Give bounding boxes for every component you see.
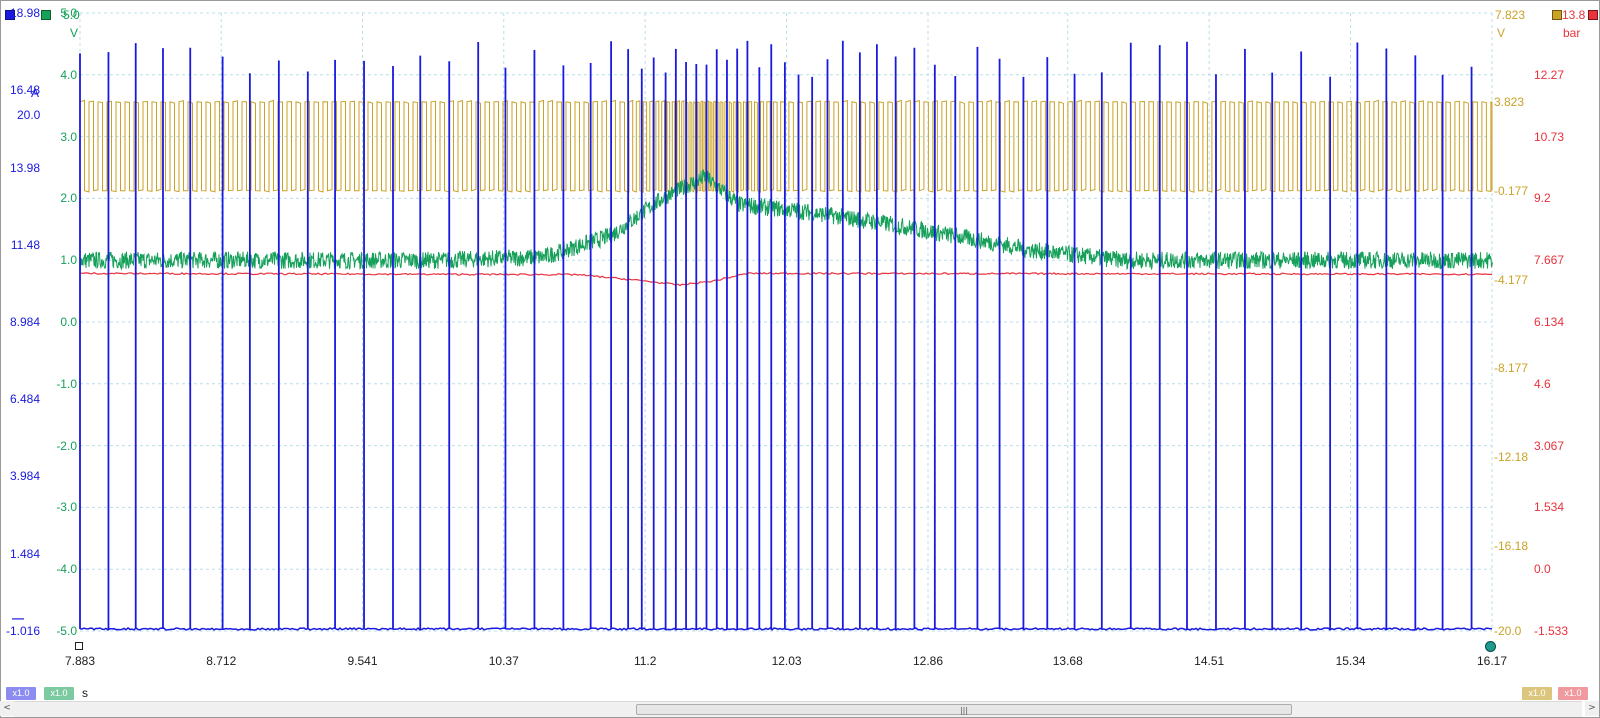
x-tick-label: 16.17 [1476,654,1508,668]
grid [79,12,1493,632]
blue-axis-tick-label: 13.98 [9,160,40,175]
red-axis-tick-label: 1.534 [1534,500,1565,515]
x-tick-label: 14.51 [1194,654,1225,668]
gold-axis-tick-label: -8.177 [1494,361,1529,376]
gold-channel-marker[interactable] [1552,10,1562,20]
horizontal-scrollbar[interactable]: ||| [14,701,1582,717]
red-axis-tick-label: 3.067 [1534,438,1565,453]
blue-series-baseline [79,626,1492,631]
gold-axis-tick-label: -4.177 [1494,272,1529,287]
red-channel-marker[interactable] [1588,10,1598,20]
x-tick-label: 13.68 [1052,654,1083,668]
green-axis-tick-label: -1.0 [56,376,77,391]
plot-area[interactable] [0,0,1600,700]
blue-unit-label: A [31,86,40,100]
x-tick-label: 12.03 [771,654,802,668]
blue-axis-tick-label: 16.48 [9,83,40,98]
blue-axis-tick-label: 6.484 [9,392,40,407]
red-top-value: 13.8 [1562,8,1586,22]
gold-top-value: 7.823 [1495,8,1526,22]
green-scale-badge[interactable]: x1.0 [44,687,74,700]
green-axis-tick-label: -4.0 [56,562,77,577]
x-tick-label: 15.34 [1335,654,1366,668]
green-axis-tick-label: 0.0 [60,315,77,329]
scroll-right-arrow[interactable]: > [1585,701,1599,716]
red-axis-tick-label: -1.533 [1534,624,1569,638]
left-time-cursor[interactable] [75,642,83,650]
blue-axis-tick-label: 3.984 [9,469,40,484]
gold-axis-tick-label: -0.177 [1494,183,1529,198]
green-axis-tick-label: 1.0 [60,253,77,268]
gold-axis-tick-label: -16.18 [1494,539,1529,554]
green-unit-label: V [70,26,79,40]
x-tick-label: 11.2 [633,654,657,668]
red-unit-label: bar [1563,26,1581,40]
x-unit-label: s [82,686,88,700]
blue-axis-tick-label: -1.016 [5,624,40,638]
red-axis-tick-label: 0.0 [1534,562,1551,577]
blue-axis-tick-label: 18.98 [9,6,40,20]
green-axis-tick-label: 4.0 [60,67,77,82]
red-axis-tick-label: 10.73 [1534,129,1565,144]
red-series-line [79,271,1493,287]
green-axis-tick-label: -2.0 [56,438,77,453]
green-top-value: 5.0 [63,8,80,22]
red-axis-tick-label: 9.2 [1534,191,1551,206]
red-axis-tick-label: 4.6 [1534,376,1551,391]
green-series-line [79,169,1493,271]
gold-axis-tick-label: -20.0 [1494,624,1522,638]
blue-channel-marker[interactable] [5,10,15,20]
scrollbar-thumb[interactable]: ||| [636,704,1292,715]
gold-unit-label: V [1497,26,1506,40]
red-axis-tick-label: 6.134 [1534,314,1565,329]
right-time-cursor[interactable] [1485,641,1496,652]
red-axis-tick-label: 12.27 [1534,67,1565,82]
green-channel-marker[interactable] [41,10,51,20]
green-axis-tick-label: 2.0 [60,191,77,206]
x-tick-label: 12.86 [913,654,944,668]
blue-top-value: 20.0 [17,108,41,122]
red-axis-tick-label: 7.667 [1534,253,1565,268]
x-tick-label: 10.37 [488,654,519,668]
green-axis-tick-label: -5.0 [56,624,77,638]
blue-axis-tick-label: 8.984 [9,314,40,329]
cursor-line-marker[interactable]: — [12,611,24,625]
x-tick-label: 8.712 [206,654,237,668]
blue-axis-tick-label: 1.484 [9,546,40,561]
blue-scale-badge[interactable]: x1.0 [6,687,36,700]
gold-axis-tick-label: -12.18 [1494,450,1529,465]
gold-series-line [79,99,1493,194]
green-axis-tick-label: 5.0 [60,6,77,20]
x-tick-label: 9.541 [347,654,378,668]
green-axis-tick-label: 3.0 [60,129,77,144]
red-scale-badge[interactable]: x1.0 [1558,687,1588,700]
gold-axis-tick-label: 3.823 [1494,94,1525,109]
gold-scale-badge[interactable]: x1.0 [1522,687,1552,700]
series-layer [79,40,1493,631]
scroll-left-arrow[interactable]: < [0,701,14,716]
green-axis-tick-label: -3.0 [56,500,77,515]
blue-axis-tick-label: 11.48 [10,237,40,252]
scrollbar-grip-icon: ||| [959,706,969,715]
x-tick-label: 7.883 [64,654,96,668]
